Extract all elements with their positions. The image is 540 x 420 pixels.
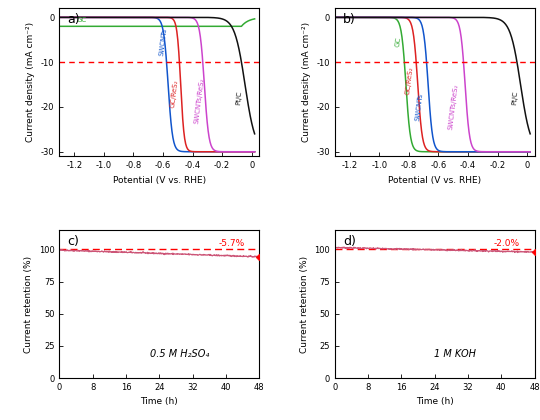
Y-axis label: Current retention (%): Current retention (%) [300, 255, 309, 353]
Y-axis label: Current density (mA cm⁻²): Current density (mA cm⁻²) [26, 22, 35, 142]
Text: SWCNTs: SWCNTs [415, 93, 424, 121]
Text: d): d) [343, 235, 356, 248]
Text: a): a) [68, 13, 80, 26]
Y-axis label: Current retention (%): Current retention (%) [24, 255, 33, 353]
Text: 1 M KOH: 1 M KOH [434, 349, 476, 359]
Text: GC: GC [77, 17, 86, 23]
X-axis label: Potential (V vs. RHE): Potential (V vs. RHE) [113, 176, 206, 185]
Text: GC/ReS₂: GC/ReS₂ [170, 79, 179, 108]
Text: b): b) [343, 13, 356, 26]
Y-axis label: Current density (mA cm⁻²): Current density (mA cm⁻²) [302, 22, 311, 142]
X-axis label: Potential (V vs. RHE): Potential (V vs. RHE) [388, 176, 481, 185]
Text: -2.0%: -2.0% [494, 239, 520, 247]
Text: 0.5 M H₂SO₄: 0.5 M H₂SO₄ [150, 349, 209, 359]
Text: SWCNTs/ReS₂: SWCNTs/ReS₂ [193, 77, 205, 123]
Text: SWCNTs: SWCNTs [159, 28, 168, 56]
Text: Pt/C: Pt/C [235, 91, 242, 105]
Text: -5.7%: -5.7% [218, 239, 245, 247]
X-axis label: Time (h): Time (h) [416, 397, 454, 407]
Text: Pt/C: Pt/C [511, 91, 518, 105]
X-axis label: Time (h): Time (h) [140, 397, 178, 407]
Text: GC: GC [394, 37, 401, 47]
Text: GC/ReS₂: GC/ReS₂ [404, 66, 414, 94]
Text: SWCNTs/ReS₂: SWCNTs/ReS₂ [448, 84, 459, 130]
Text: c): c) [68, 235, 79, 248]
